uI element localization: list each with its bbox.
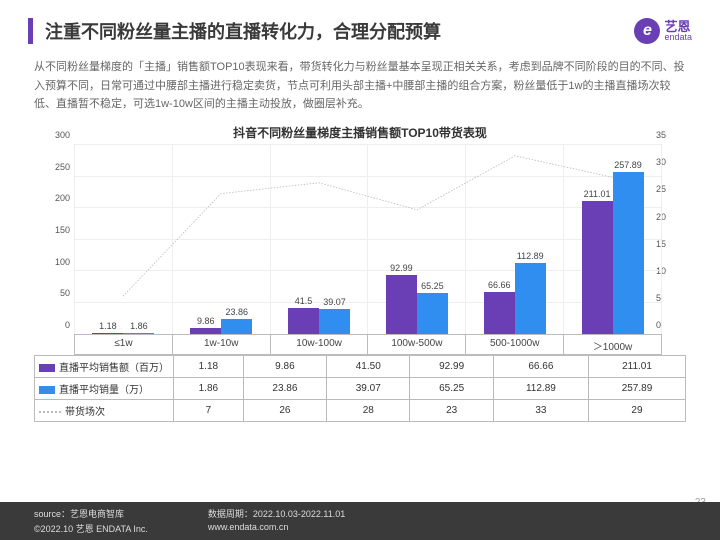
accent-bar [28,18,33,44]
data-table: 直播平均销售额（百万）1.189.8641.5092.9966.66211.01… [34,355,686,422]
header: 注重不同粉丝量主播的直播转化力，合理分配预算 e 艺恩 endata [0,0,720,54]
chart: 050100150200250300 05101520253035 1.181.… [34,145,686,355]
plot-area: 1.181.869.8623.8641.539.0792.9965.2566.6… [74,145,662,335]
footer: source：艺恩电商智库 ©2022.10 艺恩 ENDATA Inc. 数据… [0,502,720,540]
footer-url: www.endata.com.cn [208,522,345,532]
x-axis: ≤1w1w-10w10w-100w100w-500w500-1000w＞1000… [74,335,662,355]
footer-copyright: ©2022.10 艺恩 ENDATA Inc. [34,522,148,535]
y-axis-left: 050100150200250300 [34,145,74,335]
description: 从不同粉丝量梯度的「主播」销售额TOP10表现来看，带货转化力与粉丝量基本呈现正… [0,54,720,122]
logo-icon: e [634,18,660,44]
logo-en: endata [664,33,692,42]
footer-source: source：艺恩电商智库 [34,507,148,520]
chart-title: 抖音不同粉丝量梯度主播销售额TOP10带货表现 [0,124,720,141]
footer-period: 数据周期：2022.10.03-2022.11.01 [208,507,345,520]
logo: e 艺恩 endata [634,18,692,44]
page-title: 注重不同粉丝量主播的直播转化力，合理分配预算 [45,18,634,44]
